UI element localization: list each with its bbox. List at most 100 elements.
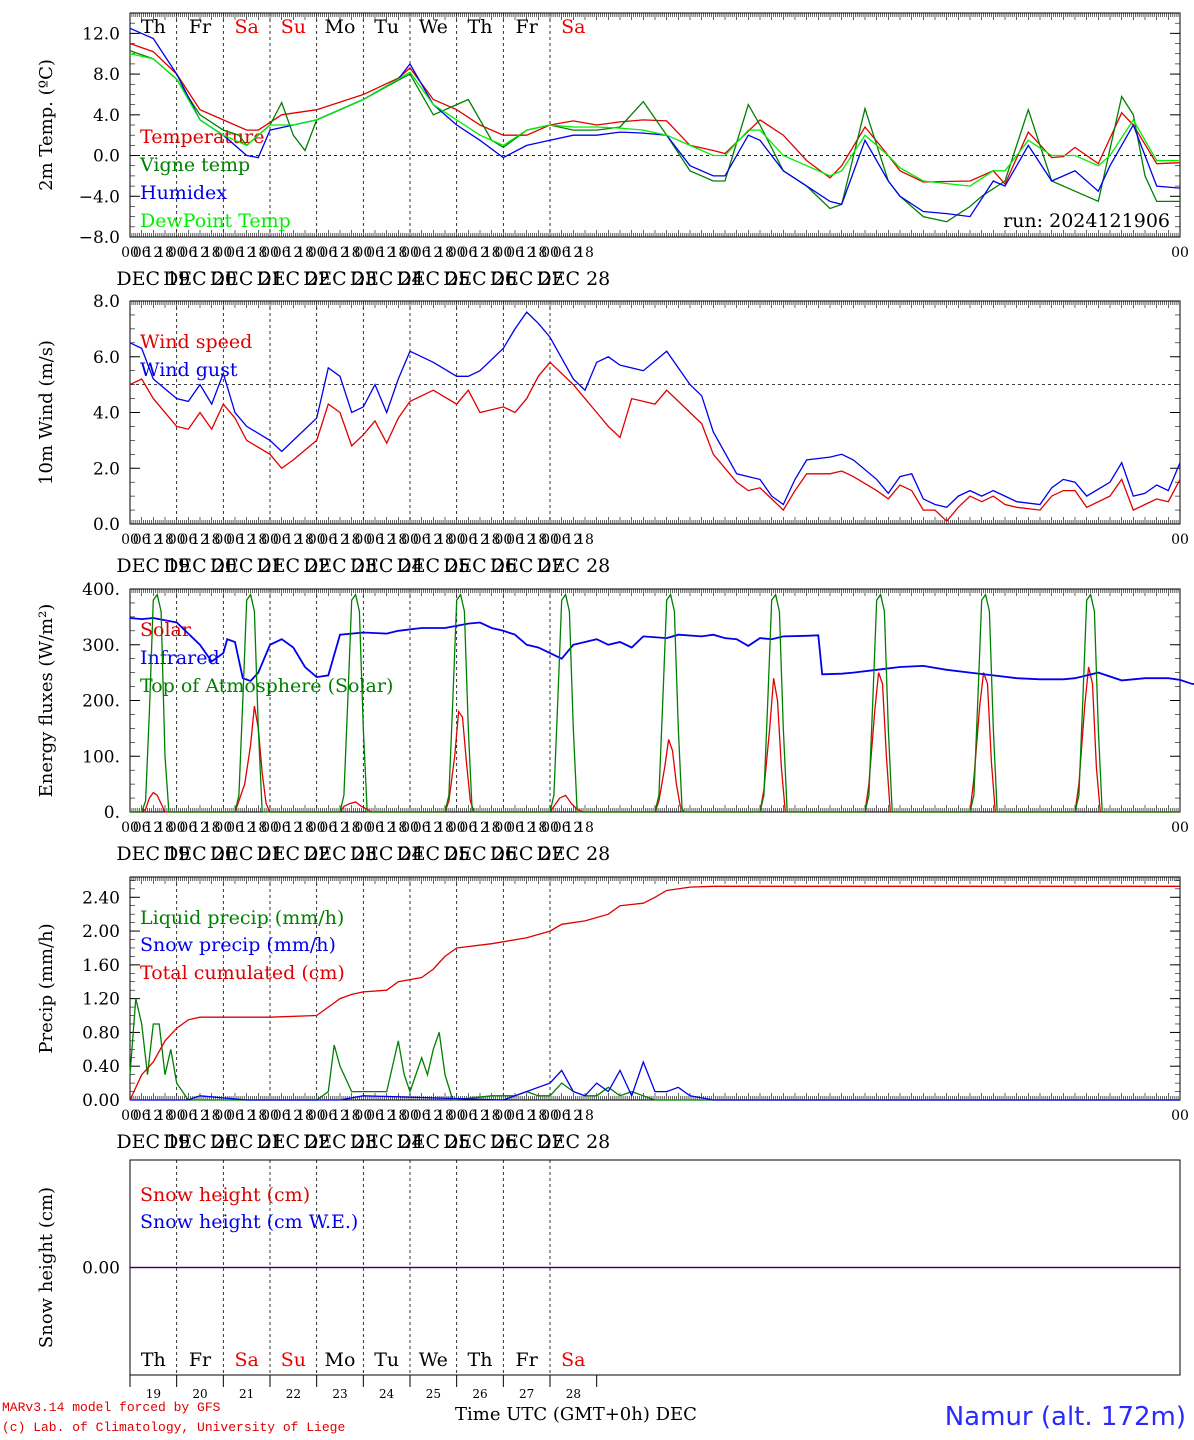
hour-label: 00 xyxy=(494,532,512,548)
series-line xyxy=(129,27,1181,218)
hour-label: 12 xyxy=(564,820,582,836)
hour-label: 18 xyxy=(249,532,267,548)
weekday-label-bottom: We xyxy=(419,1349,448,1371)
hour-label: 12 xyxy=(238,820,256,836)
day-number: 27 xyxy=(519,1387,534,1401)
weekday-label-top: Tu xyxy=(374,16,399,38)
hour-label: 18 xyxy=(576,820,594,836)
y-tick-label: 2.40 xyxy=(82,888,120,908)
weekday-label-bottom: Fr xyxy=(189,1349,212,1371)
hour-label: 18 xyxy=(576,532,594,548)
y-tick-label: −8.0 xyxy=(79,228,120,248)
legend-entry: Infrared xyxy=(140,647,220,669)
series-line xyxy=(130,666,1180,813)
y-tick-label: −4.0 xyxy=(79,187,120,207)
hour-label: 00 xyxy=(1171,245,1189,261)
date-label: DEC 21 xyxy=(210,555,284,577)
hour-label: 06 xyxy=(459,820,477,836)
y-tick-label: 0.0 xyxy=(93,147,120,167)
hour-label: 00 xyxy=(541,1108,559,1124)
date-label: DEC 28 xyxy=(536,555,610,577)
hour-label: 18 xyxy=(296,820,314,836)
hour-label: 00 xyxy=(168,245,186,261)
series-line xyxy=(129,361,1181,523)
date-label: DEC 24 xyxy=(350,555,424,577)
date-label: DEC 26 xyxy=(443,555,517,577)
hour-label: 18 xyxy=(389,1108,407,1124)
hour-label: 18 xyxy=(483,1108,501,1124)
day-number: 23 xyxy=(332,1387,347,1401)
hour-label: 12 xyxy=(564,1108,582,1124)
hour-label: 06 xyxy=(226,1108,244,1124)
weekday-label-bottom: Th xyxy=(141,1349,166,1371)
y-tick-label: 0.00 xyxy=(82,1259,120,1279)
hour-label: 12 xyxy=(284,245,302,261)
hour-label: 00 xyxy=(494,1108,512,1124)
y-tick-label: 1.20 xyxy=(82,990,120,1010)
y-tick-label: 0. xyxy=(104,803,120,823)
legend-entry: Total cumulated (cm) xyxy=(140,962,345,984)
hour-label: 00 xyxy=(448,245,466,261)
hour-label: 00 xyxy=(448,532,466,548)
hour-label: 00 xyxy=(261,1108,279,1124)
hour-label: 00 xyxy=(401,1108,419,1124)
y-tick-label: 2.00 xyxy=(82,922,120,942)
y-axis-label: Precip (mm/h) xyxy=(36,923,57,1053)
hour-label: 00 xyxy=(308,245,326,261)
weekday-label-top: Su xyxy=(281,16,306,38)
hour-label: 18 xyxy=(529,532,547,548)
hour-label: 18 xyxy=(203,245,221,261)
hour-label: 18 xyxy=(576,1108,594,1124)
hour-label: 06 xyxy=(319,820,337,836)
hour-label: 18 xyxy=(483,532,501,548)
weekday-label-top: Fr xyxy=(516,16,539,38)
date-label: DEC 25 xyxy=(396,1131,470,1153)
hour-label: 18 xyxy=(249,245,267,261)
weekday-label-top: Th xyxy=(468,16,493,38)
date-label: DEC 21 xyxy=(210,268,284,290)
hour-label: 12 xyxy=(144,820,162,836)
y-tick-label: 12.0 xyxy=(82,24,120,44)
hour-label: 06 xyxy=(179,1108,197,1124)
weekday-label-bottom: Tu xyxy=(374,1349,399,1371)
legend-entry: Snow precip (mm/h) xyxy=(140,934,336,956)
hour-label: 00 xyxy=(168,532,186,548)
time-axis-title: Time UTC (GMT+0h) DEC xyxy=(455,1404,697,1425)
hour-label: 18 xyxy=(203,820,221,836)
hour-label: 12 xyxy=(331,532,349,548)
hour-label: 18 xyxy=(156,1108,174,1124)
y-tick-label: 8.0 xyxy=(93,65,120,85)
hour-label: 06 xyxy=(553,820,571,836)
y-tick-label: 0.0 xyxy=(93,515,120,535)
date-label: DEC 21 xyxy=(210,843,284,865)
hour-label: 06 xyxy=(459,1108,477,1124)
hour-label: 12 xyxy=(424,1108,442,1124)
hour-label: 12 xyxy=(471,1108,489,1124)
hour-label: 18 xyxy=(156,532,174,548)
date-label: DEC 23 xyxy=(303,1131,377,1153)
hour-label: 12 xyxy=(191,820,209,836)
date-label: DEC 28 xyxy=(536,843,610,865)
hour-label: 06 xyxy=(459,532,477,548)
hour-label: 12 xyxy=(238,532,256,548)
date-label: DEC 19 xyxy=(116,1131,190,1153)
hour-label: 00 xyxy=(121,1108,139,1124)
hour-label: 12 xyxy=(191,245,209,261)
hour-label: 06 xyxy=(506,820,524,836)
hour-label: 12 xyxy=(284,820,302,836)
y-axis-label: Snow height (cm) xyxy=(36,1187,57,1348)
date-label: DEC 28 xyxy=(536,268,610,290)
hour-label: 06 xyxy=(133,820,151,836)
hour-label: 12 xyxy=(471,820,489,836)
series-line xyxy=(130,593,1180,813)
hour-label: 06 xyxy=(179,532,197,548)
date-label: DEC 27 xyxy=(490,843,564,865)
hour-label: 00 xyxy=(494,245,512,261)
date-label: DEC 27 xyxy=(490,268,564,290)
hour-label: 06 xyxy=(553,245,571,261)
hour-label: 00 xyxy=(214,532,232,548)
hour-label: 12 xyxy=(331,820,349,836)
day-number: 21 xyxy=(239,1387,254,1401)
hour-label: 06 xyxy=(319,245,337,261)
hour-label: 12 xyxy=(564,245,582,261)
